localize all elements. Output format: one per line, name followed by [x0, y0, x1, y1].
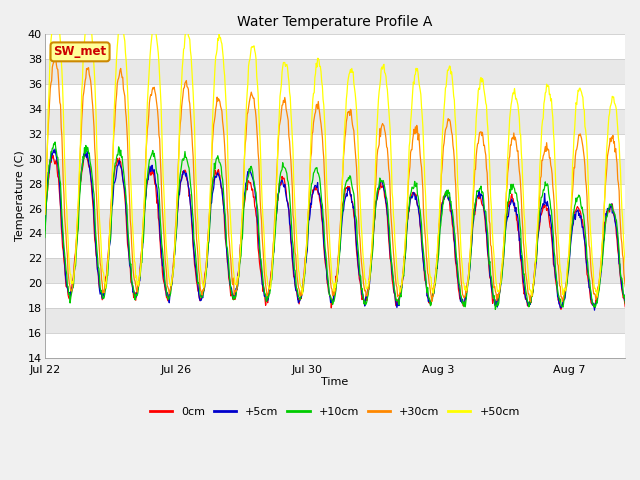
Bar: [45, 333, 625, 358]
Bar: [45, 159, 625, 184]
Bar: [45, 233, 625, 258]
Bar: [45, 208, 625, 233]
Bar: [45, 184, 625, 208]
Bar: [45, 258, 625, 283]
Text: SW_met: SW_met: [54, 45, 107, 59]
Title: Water Temperature Profile A: Water Temperature Profile A: [237, 15, 433, 29]
Legend: 0cm, +5cm, +10cm, +30cm, +50cm: 0cm, +5cm, +10cm, +30cm, +50cm: [146, 402, 524, 421]
Bar: [45, 308, 625, 333]
Bar: [45, 84, 625, 109]
Bar: [45, 109, 625, 134]
Y-axis label: Temperature (C): Temperature (C): [15, 151, 25, 241]
Bar: [45, 134, 625, 159]
Bar: [45, 35, 625, 59]
Bar: [45, 283, 625, 308]
X-axis label: Time: Time: [321, 377, 349, 387]
Bar: [45, 59, 625, 84]
